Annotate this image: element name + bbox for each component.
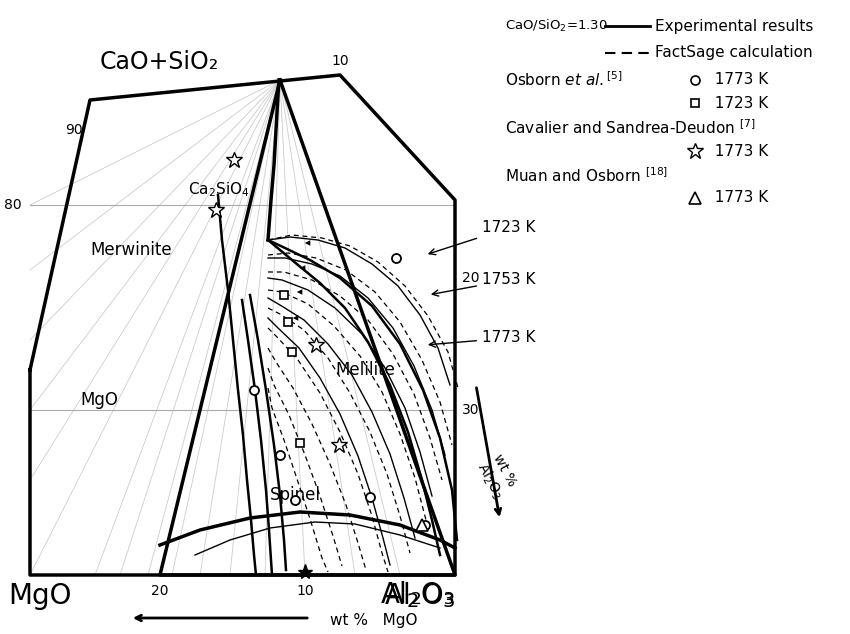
Text: 1773 K: 1773 K	[429, 330, 536, 347]
Text: 10: 10	[332, 54, 348, 68]
Text: 1753 K: 1753 K	[433, 273, 536, 296]
Text: 30: 30	[462, 403, 479, 417]
Text: Osborn $\it{et\ al.}$$^{\rm{[5]}}$: Osborn $\it{et\ al.}$$^{\rm{[5]}}$	[505, 70, 623, 89]
Text: 1773 K: 1773 K	[705, 190, 768, 205]
Text: MgO: MgO	[80, 391, 118, 409]
Text: Cavalier and Sandrea-Deudon $^{\rm{[7]}}$: Cavalier and Sandrea-Deudon $^{\rm{[7]}}…	[505, 119, 756, 138]
Text: wt %
Al$_2$O$_3$: wt % Al$_2$O$_3$	[473, 452, 521, 502]
Text: Experimental results: Experimental results	[655, 18, 813, 34]
Text: 90: 90	[65, 123, 83, 137]
Text: FactSage calculation: FactSage calculation	[655, 46, 813, 60]
Text: 10: 10	[296, 584, 314, 598]
Text: 20: 20	[151, 584, 169, 598]
Text: 1723 K: 1723 K	[429, 221, 536, 255]
Text: Al₂O₃: Al₂O₃	[384, 582, 455, 610]
Text: CaO/SiO$_2$=1.30: CaO/SiO$_2$=1.30	[505, 18, 608, 34]
Text: MgO: MgO	[8, 582, 71, 610]
Text: 1773 K: 1773 K	[705, 72, 768, 87]
Text: 80: 80	[4, 198, 22, 212]
Text: CaO+SiO₂: CaO+SiO₂	[100, 50, 219, 74]
Text: Ca$_2$SiO$_4$: Ca$_2$SiO$_4$	[188, 181, 250, 199]
Text: 1773 K: 1773 K	[705, 143, 768, 158]
Text: Melilite: Melilite	[335, 361, 395, 379]
Text: Spinel: Spinel	[270, 486, 321, 504]
Text: 1723 K: 1723 K	[705, 96, 768, 110]
Text: 20: 20	[462, 271, 479, 285]
Text: wt %   MgO: wt % MgO	[330, 612, 417, 628]
Text: Muan and Osborn $^{\rm{[18]}}$: Muan and Osborn $^{\rm{[18]}}$	[505, 167, 668, 185]
Text: Al$_2$O$_3$: Al$_2$O$_3$	[380, 579, 455, 610]
Text: Merwinite: Merwinite	[90, 241, 172, 259]
